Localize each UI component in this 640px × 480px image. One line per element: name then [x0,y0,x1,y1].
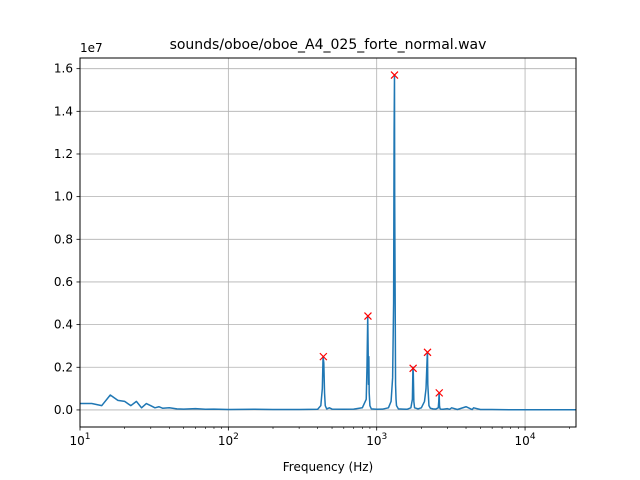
peak-marker-stroke [390,71,399,79]
peak-marker [390,71,399,79]
x-tick-label-exponent: 3 [381,432,387,442]
peak-marker-stroke [364,312,372,321]
plot-area [80,71,576,411]
y-tick-label: 0.0 [54,403,73,417]
peak-marker [435,388,444,397]
peak-marker-stroke [409,364,418,373]
x-tick-label-exponent: 2 [233,432,239,442]
peak-marker [409,364,418,373]
y-offset-label: 1e7 [80,41,103,55]
x-tick-label-exponent: 1 [85,432,91,442]
plot-frame [79,57,577,428]
x-axis: 101 102 103 104 [69,427,571,448]
peak-marker [364,312,372,321]
y-tick-label: 1.2 [54,147,73,161]
chart-title: sounds/oboe/oboe_A4_025_forte_normal.wav [170,37,487,53]
peak-marker-stroke [423,348,432,357]
peak-marker [319,352,328,361]
x-tick-label-base: 10 [515,434,530,448]
y-tick-label: 0.8 [54,232,73,246]
x-tick-label-exponent: 4 [530,432,536,442]
x-axis-label: Frequency (Hz) [283,460,374,474]
y-tick-label: 0.2 [54,360,73,374]
y-tick-label: 1.0 [54,190,73,204]
x-tick-label: 101 [69,432,90,448]
x-tick-label: 102 [218,432,239,448]
x-tick-label: 104 [515,432,536,448]
y-tick-label: 0.6 [54,275,73,289]
x-tick-label: 103 [366,432,387,448]
x-tick-label-base: 10 [218,434,233,448]
x-tick-label-base: 10 [366,434,381,448]
grid-lines [79,58,576,427]
y-axis: 0.0 0.2 0.4 0.6 0.8 1.0 1.2 1.4 1.6 [54,62,80,417]
peak-marker-stroke [319,352,328,361]
x-tick-label-base: 10 [69,434,84,448]
spectrum-line [80,74,576,411]
y-tick-label: 1.4 [54,104,73,118]
peak-marker [423,348,432,357]
peak-marker-stroke [435,388,444,397]
y-tick-label: 0.4 [54,318,73,332]
y-tick-label: 1.6 [54,62,73,76]
